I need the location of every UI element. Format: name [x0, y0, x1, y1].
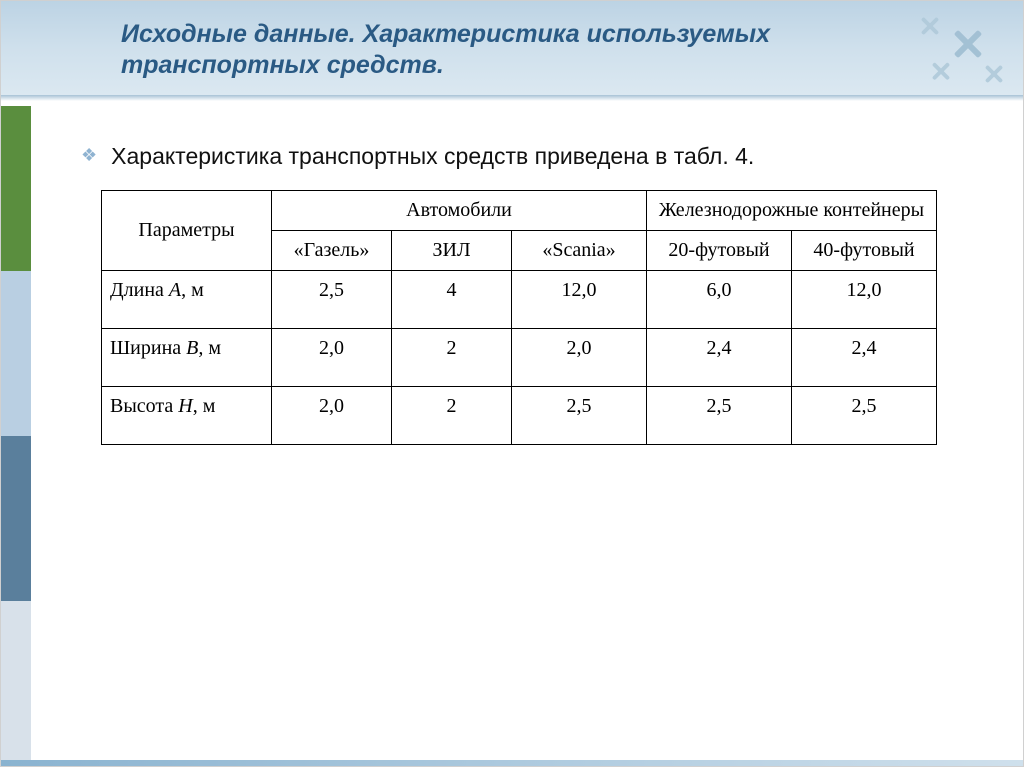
diamond-bullet-icon: ❖ [81, 141, 97, 169]
slide-body: ❖ Характеристика транспортных средств пр… [81, 141, 983, 445]
table-cell: 2,0 [272, 329, 392, 387]
col-20ft: 20-футовый [647, 231, 792, 271]
slide: Исходные данные. Характеристика использу… [0, 0, 1024, 767]
side-tab-1 [1, 106, 31, 271]
col-zil: ЗИЛ [392, 231, 512, 271]
table-cell: 2,5 [647, 387, 792, 445]
table-cell: 2 [392, 387, 512, 445]
table-cell: 2,5 [512, 387, 647, 445]
table-body: Длина А, м2,5412,06,012,0Ширина В, м2,02… [102, 271, 937, 445]
table-cell: 6,0 [647, 271, 792, 329]
table-cell: 2,5 [792, 387, 937, 445]
col-40ft: 40-футовый [792, 231, 937, 271]
side-color-tabs [1, 106, 31, 766]
bullet-text: Характеристика транспортных средств прив… [111, 141, 754, 172]
corner-ornament [891, 9, 1011, 99]
table-row: Ширина В, м2,022,02,42,4 [102, 329, 937, 387]
side-tab-3 [1, 436, 31, 601]
row-label: Ширина В, м [102, 329, 272, 387]
table-cell: 2,4 [647, 329, 792, 387]
row-label: Длина А, м [102, 271, 272, 329]
side-tab-2 [1, 271, 31, 436]
table-cell: 4 [392, 271, 512, 329]
table-row: Длина А, м2,5412,06,012,0 [102, 271, 937, 329]
table-cell: 2,0 [272, 387, 392, 445]
table-header-row-1: Параметры Автомобили Железнодорожные кон… [102, 191, 937, 231]
table-cell: 12,0 [792, 271, 937, 329]
footer-accent [1, 760, 1023, 766]
vehicle-params-table: Параметры Автомобили Железнодорожные кон… [101, 190, 937, 445]
col-params: Параметры [102, 191, 272, 271]
table-cell: 2 [392, 329, 512, 387]
colgroup-auto: Автомобили [272, 191, 647, 231]
table-cell: 2,4 [792, 329, 937, 387]
slide-title: Исходные данные. Характеристика использу… [121, 19, 853, 82]
table-row: Высота Н, м2,022,52,52,5 [102, 387, 937, 445]
table-cell: 2,5 [272, 271, 392, 329]
col-scania: «Scania» [512, 231, 647, 271]
col-gazel: «Газель» [272, 231, 392, 271]
table-cell: 2,0 [512, 329, 647, 387]
colgroup-rail: Железнодорожные контейнеры [647, 191, 937, 231]
bullet-item: ❖ Характеристика транспортных средств пр… [81, 141, 983, 172]
side-tab-4 [1, 601, 31, 766]
table-cell: 12,0 [512, 271, 647, 329]
row-label: Высота Н, м [102, 387, 272, 445]
